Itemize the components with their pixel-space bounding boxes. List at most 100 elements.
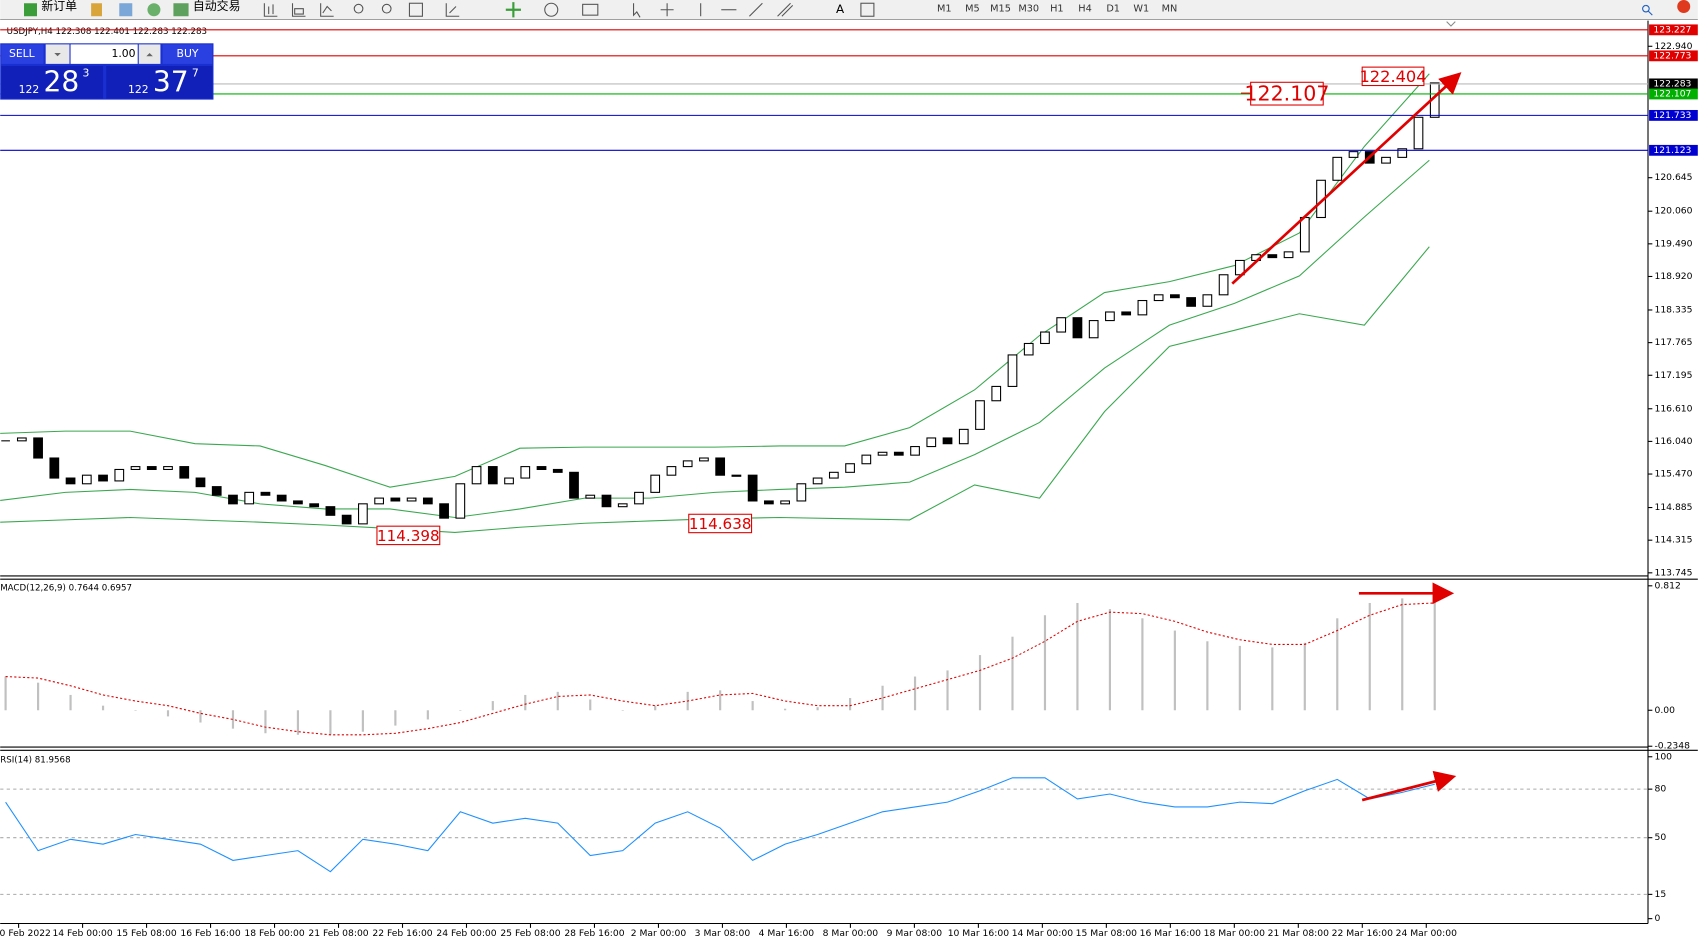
macd-bar <box>1108 609 1112 711</box>
new-order-icon[interactable] <box>24 3 38 17</box>
label-tool[interactable] <box>860 2 875 17</box>
macd-bar <box>1303 642 1306 711</box>
candle <box>471 466 482 485</box>
candle <box>455 483 466 519</box>
y-tick-label: 100 <box>1655 751 1673 762</box>
timeframe-button[interactable]: M15 <box>990 4 1011 15</box>
candle <box>845 463 855 473</box>
price-level-label: 122.107 <box>1653 88 1691 99</box>
icon[interactable] <box>147 3 161 17</box>
x-tick-label: 8 Mar 00:00 <box>823 928 879 939</box>
candle <box>1023 342 1034 356</box>
x-tick-label: 14 Mar 00:00 <box>1012 928 1073 939</box>
buy-label[interactable]: BUY <box>177 47 199 60</box>
macd-bar <box>556 691 559 711</box>
bid-small: 3 <box>82 67 89 80</box>
candle <box>780 500 790 505</box>
icon[interactable] <box>91 3 102 17</box>
timeframe-button[interactable]: W1 <box>1133 4 1149 15</box>
candle <box>65 477 76 485</box>
timeframe-button[interactable]: H1 <box>1050 4 1064 15</box>
lot-value[interactable]: 1.00 <box>111 47 135 60</box>
chart-layers: 122.940 120.645 120.060 119.490 118.920 118.3… <box>0 24 1698 939</box>
candle <box>715 457 726 476</box>
candle <box>991 385 1002 402</box>
ask-box[interactable] <box>106 66 213 99</box>
text-tool[interactable]: A <box>836 2 845 16</box>
y-tick-label: 0.812 <box>1655 580 1681 591</box>
macd-bar <box>296 710 300 735</box>
band-line <box>0 73 1430 488</box>
y-tick-label: 116.040 <box>1655 436 1693 447</box>
sell-button[interactable] <box>1 44 44 64</box>
timeframe-button[interactable]: D1 <box>1106 4 1120 15</box>
timeframe-button[interactable]: H4 <box>1078 4 1092 15</box>
x-tick-label: 16 Feb 16:00 <box>180 928 240 939</box>
timeframe-button[interactable]: M5 <box>965 4 980 15</box>
icon[interactable] <box>119 3 133 17</box>
x-tick-label: 22 Feb 16:00 <box>372 928 432 939</box>
macd-title: MACD(12,26,9) 0.7644 0.6957 <box>0 583 132 593</box>
bid-big: 122 <box>19 83 40 96</box>
lot-input[interactable] <box>70 44 138 64</box>
macd-bar <box>426 710 429 720</box>
candle <box>195 477 206 488</box>
timeframes: M1 M5 M15 M30 H1 H4 D1 W1 MN <box>937 4 1177 15</box>
candle <box>747 474 758 502</box>
auto-trading-button[interactable]: 自动交易 <box>193 0 241 13</box>
candle <box>1348 151 1359 158</box>
price-level-label: 121.123 <box>1653 145 1691 156</box>
ask-main: 37 <box>153 65 189 98</box>
y-tick-label: 80 <box>1655 784 1667 795</box>
ask-small: 7 <box>192 67 199 80</box>
macd-bar <box>784 708 787 711</box>
price-level-tag <box>1649 78 1698 90</box>
candle <box>1137 299 1148 316</box>
macd-bar <box>1206 641 1209 711</box>
macd-bar <box>1011 636 1014 711</box>
new-order-button[interactable]: 新订单 <box>41 0 77 13</box>
bid-box[interactable] <box>1 66 104 99</box>
timeframe-button[interactable]: M1 <box>937 4 952 15</box>
candle <box>406 497 417 502</box>
candle <box>520 466 531 479</box>
trade-panel: SELL 1.00 BUY 122 28 3 122 37 7 <box>0 43 214 100</box>
sell-label[interactable]: SELL <box>9 47 35 60</box>
candle <box>244 491 255 505</box>
macd-bar <box>1336 618 1339 711</box>
alert-icon[interactable] <box>1677 0 1691 13</box>
candle <box>601 494 612 508</box>
candle <box>276 494 287 502</box>
buy-button[interactable] <box>162 44 213 64</box>
timeframe-button[interactable]: M30 <box>1018 4 1039 15</box>
search-icon[interactable] <box>1642 4 1653 16</box>
candle <box>1202 294 1213 307</box>
timeframe-button[interactable]: MN <box>1162 4 1178 15</box>
price-annotation-box <box>688 513 753 534</box>
x-tick-label: 10 Mar 16:00 <box>948 928 1009 939</box>
x-tick-label: 15 Feb 08:00 <box>116 928 176 939</box>
x-tick-label: 2 Mar 00:00 <box>631 928 687 939</box>
candle <box>1186 297 1196 307</box>
x-tick-label: 3 Mar 08:00 <box>695 928 751 939</box>
candle <box>699 457 709 462</box>
x-tick-label: 16 Mar 16:00 <box>1140 928 1201 939</box>
chart-shift-marker <box>1446 21 1456 27</box>
x-tick-label: 4 Mar 16:00 <box>759 928 815 939</box>
candle <box>861 454 872 465</box>
candle <box>1007 354 1018 387</box>
ask-big: 122 <box>128 83 149 96</box>
x-tick-label: 24 Mar 00:00 <box>1396 928 1457 939</box>
candle <box>374 497 384 505</box>
candle <box>828 471 839 479</box>
candle <box>1413 116 1424 150</box>
x-tick-label: 25 Feb 08:00 <box>500 928 560 939</box>
y-tick-label: 50 <box>1655 832 1667 843</box>
y-tick-label: 15 <box>1655 889 1667 900</box>
candle <box>504 477 514 485</box>
auto-trading-icon[interactable] <box>173 3 189 17</box>
candle <box>1218 274 1229 296</box>
y-tick-label: 120.060 <box>1655 206 1693 217</box>
y-tick-label: -0.2348 <box>1655 741 1691 752</box>
candle <box>942 437 953 445</box>
